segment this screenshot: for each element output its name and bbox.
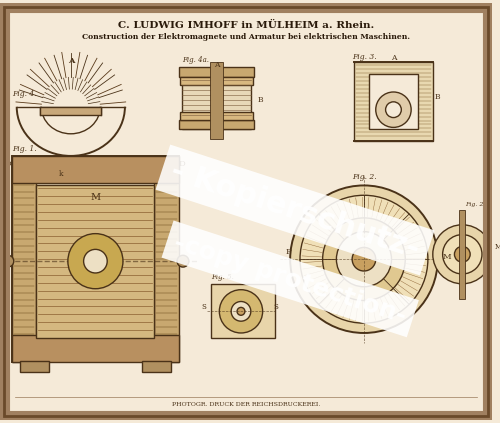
Bar bbox=[180, 77, 253, 85]
Text: M: M bbox=[495, 243, 500, 251]
Bar bbox=[182, 70, 251, 129]
Text: PHOTOGR. DRUCK DER REICHSDRUCKEREI.: PHOTOGR. DRUCK DER REICHSDRUCKEREI. bbox=[172, 402, 320, 407]
Circle shape bbox=[386, 102, 402, 118]
Text: C. LUDWIG IMHOFF in MÜLHEIM a. Rhein.: C. LUDWIG IMHOFF in MÜLHEIM a. Rhein. bbox=[118, 21, 374, 30]
Text: k: k bbox=[59, 170, 64, 178]
Text: Fig. 2.: Fig. 2. bbox=[352, 173, 376, 181]
Text: M: M bbox=[442, 253, 452, 261]
Bar bbox=[12, 156, 179, 363]
Circle shape bbox=[322, 218, 406, 300]
Text: S: S bbox=[274, 303, 278, 311]
Text: Fig. 3.: Fig. 3. bbox=[352, 52, 377, 60]
Circle shape bbox=[231, 302, 251, 321]
Bar bbox=[179, 67, 254, 77]
Text: A: A bbox=[214, 61, 219, 69]
Text: A: A bbox=[68, 57, 74, 65]
Text: Fig. 1.: Fig. 1. bbox=[12, 145, 36, 153]
Bar bbox=[460, 210, 466, 299]
Text: Fig. 4a.: Fig. 4a. bbox=[182, 56, 209, 64]
Bar bbox=[212, 284, 276, 338]
Bar bbox=[154, 156, 179, 363]
Circle shape bbox=[220, 290, 262, 333]
Text: D: D bbox=[5, 160, 12, 168]
Bar bbox=[210, 63, 224, 139]
Text: M: M bbox=[90, 193, 101, 202]
Bar bbox=[20, 360, 49, 372]
Bar bbox=[180, 112, 253, 120]
Text: D: D bbox=[179, 160, 186, 168]
Circle shape bbox=[177, 255, 189, 267]
Text: Construction der Elektromagnete und Armatur bei elektrischen Maschinen.: Construction der Elektromagnete und Arma… bbox=[82, 33, 410, 41]
Bar bbox=[36, 185, 154, 338]
Text: Fig. 4.: Fig. 4. bbox=[12, 90, 36, 98]
Bar bbox=[179, 120, 254, 129]
Text: B: B bbox=[258, 96, 264, 104]
Circle shape bbox=[433, 225, 492, 284]
Text: S: S bbox=[202, 303, 206, 311]
Circle shape bbox=[290, 185, 438, 333]
Circle shape bbox=[2, 255, 14, 267]
Circle shape bbox=[68, 233, 123, 289]
Bar bbox=[40, 107, 102, 115]
Bar bbox=[142, 360, 171, 372]
Bar bbox=[369, 74, 418, 129]
Text: B: B bbox=[435, 93, 440, 101]
Bar bbox=[12, 335, 179, 363]
Text: -copy protection-: -copy protection- bbox=[171, 230, 410, 328]
Text: - Kopierschutz-: - Kopierschutz- bbox=[167, 156, 423, 264]
Bar bbox=[12, 156, 36, 363]
Text: P: P bbox=[286, 248, 291, 256]
Text: A: A bbox=[390, 54, 396, 61]
Text: Fig. 5.: Fig. 5. bbox=[212, 273, 234, 281]
Circle shape bbox=[376, 92, 411, 127]
Circle shape bbox=[300, 195, 428, 323]
Bar bbox=[354, 63, 433, 141]
Bar bbox=[12, 156, 179, 184]
Text: Fig. 2a.: Fig. 2a. bbox=[466, 202, 489, 207]
Circle shape bbox=[352, 247, 376, 271]
Circle shape bbox=[336, 232, 392, 287]
Circle shape bbox=[84, 250, 107, 273]
Circle shape bbox=[442, 235, 482, 274]
Circle shape bbox=[454, 247, 470, 262]
Circle shape bbox=[237, 308, 245, 315]
